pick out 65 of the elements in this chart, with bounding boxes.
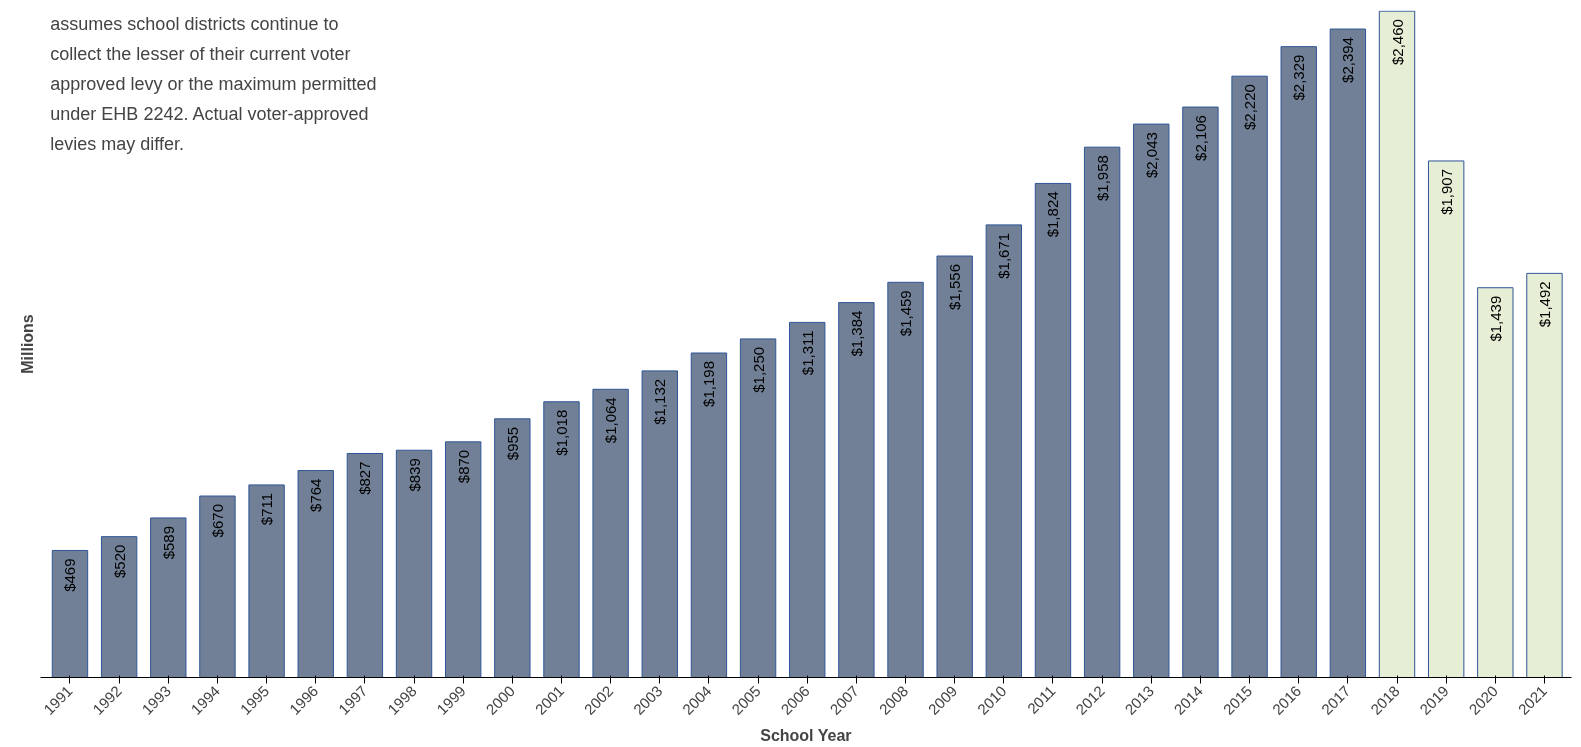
- data-label: $1,671: [995, 232, 1013, 279]
- data-label: $955: [503, 426, 521, 461]
- data-label: $2,043: [1142, 132, 1160, 178]
- bar: [1526, 272, 1563, 678]
- bar: [444, 441, 482, 678]
- data-label: $2,106: [1191, 115, 1209, 161]
- data-label: $1,064: [602, 397, 620, 444]
- data-label: $870: [454, 449, 472, 484]
- data-label: $711: [258, 492, 276, 526]
- data-label: $2,394: [1339, 37, 1357, 83]
- data-label: $1,459: [897, 290, 915, 337]
- bar: [395, 449, 433, 678]
- data-label: $1,907: [1437, 168, 1455, 215]
- data-label: $839: [405, 458, 423, 492]
- data-label: $1,198: [700, 360, 718, 407]
- bar: [150, 517, 187, 678]
- data-label: $589: [159, 525, 177, 560]
- data-label: $2,460: [1388, 19, 1406, 66]
- bar: [838, 302, 875, 678]
- bar: [1427, 160, 1465, 678]
- data-label: $670: [208, 504, 226, 538]
- bar: [543, 401, 580, 678]
- bar: [985, 224, 1023, 678]
- bar: [1133, 123, 1170, 678]
- data-label: $2,329: [1290, 54, 1308, 101]
- bar: [690, 352, 728, 678]
- bar: [641, 370, 678, 678]
- data-label: $827: [356, 461, 374, 495]
- data-label: $1,824: [1044, 191, 1062, 238]
- data-label: $1,132: [651, 378, 669, 425]
- bar: [51, 549, 89, 678]
- data-label: $2,220: [1241, 84, 1259, 131]
- bar: [1182, 106, 1219, 678]
- data-label: $1,311: [798, 330, 816, 376]
- data-label: $1,250: [749, 346, 767, 393]
- bar: [1280, 46, 1317, 678]
- bar: [1329, 28, 1367, 678]
- bar: [297, 470, 334, 678]
- bar: [739, 338, 777, 678]
- y-axis-title: Millions: [18, 314, 36, 374]
- bar: [100, 536, 138, 678]
- data-label: $1,492: [1535, 281, 1553, 328]
- data-label: $1,384: [847, 310, 865, 357]
- bar: [346, 452, 384, 678]
- data-label: $1,018: [552, 409, 570, 456]
- bar: [1034, 182, 1072, 678]
- bar: [1477, 287, 1514, 678]
- bar: [1231, 75, 1268, 678]
- bar: [936, 255, 973, 678]
- x-axis-title: School Year: [760, 727, 852, 745]
- annotation: assumes school districts continue to collect the lesser of their current voter approved levy or the maximum permitted under EHB 2242. Actual voter-approved levies may differ.: [50, 14, 377, 155]
- bar: [1378, 10, 1416, 678]
- bar: [248, 484, 285, 678]
- bar: [789, 321, 826, 678]
- data-label: $1,439: [1486, 295, 1504, 342]
- bar: [494, 418, 531, 678]
- data-label: $469: [61, 558, 79, 592]
- data-label: $1,556: [946, 264, 964, 310]
- bar: [1083, 146, 1121, 678]
- data-label: $764: [307, 478, 325, 512]
- data-label: $520: [110, 544, 128, 579]
- bar: [199, 495, 236, 678]
- bar: [592, 388, 629, 678]
- bar: [887, 281, 924, 678]
- data-label: $1,958: [1093, 155, 1111, 202]
